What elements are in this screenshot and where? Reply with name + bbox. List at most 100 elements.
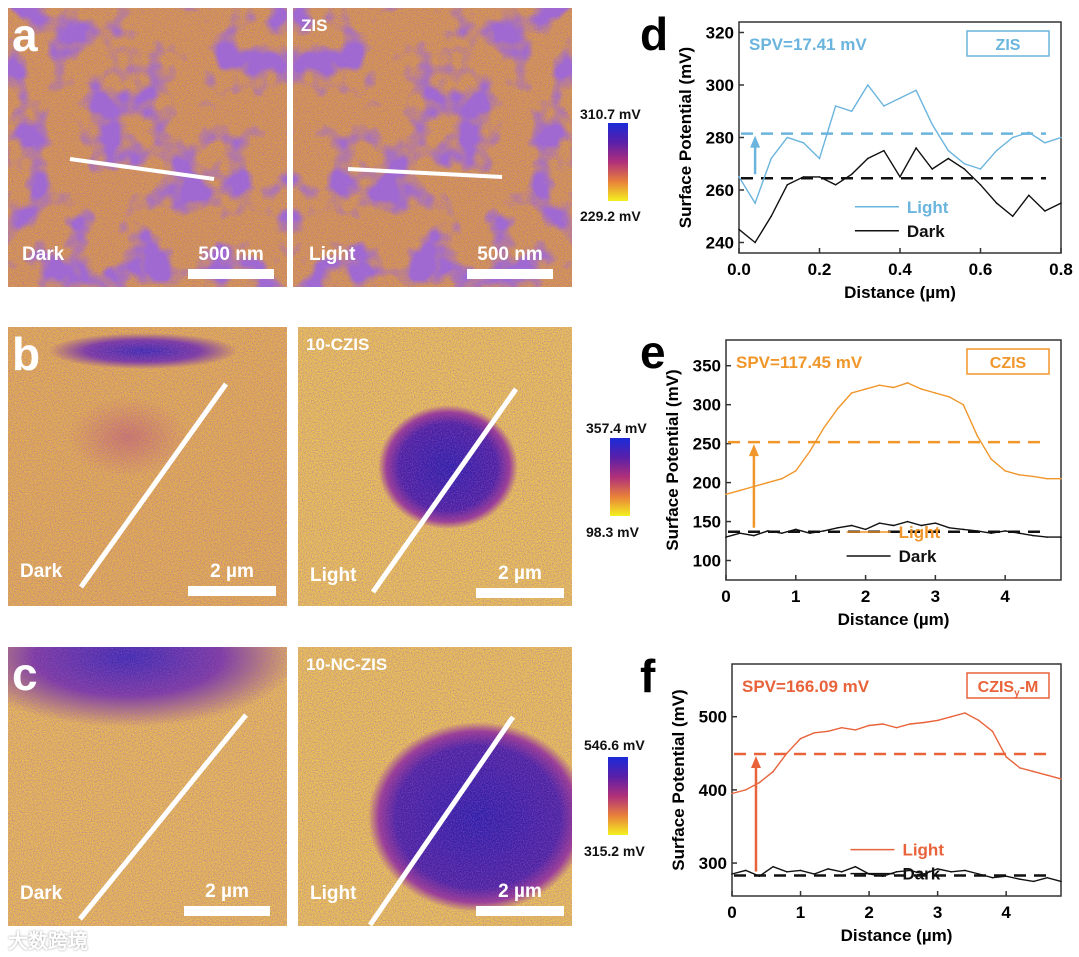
x-tick-label: 2 bbox=[861, 587, 870, 606]
sample-box bbox=[966, 348, 1050, 375]
data-point bbox=[808, 532, 811, 535]
panel-letter: d bbox=[640, 8, 668, 60]
data-point bbox=[995, 149, 998, 152]
data-point bbox=[1060, 136, 1062, 139]
data-point bbox=[822, 427, 825, 429]
data-point bbox=[977, 719, 980, 722]
data-point bbox=[920, 388, 923, 390]
data-point bbox=[1046, 477, 1048, 480]
data-point bbox=[1018, 532, 1020, 535]
x-tick-label: 4 bbox=[1001, 903, 1011, 922]
colorbar-max: 310.7 mV bbox=[580, 106, 641, 122]
x-tick-label: 0.0 bbox=[727, 260, 751, 279]
data-point bbox=[909, 869, 912, 872]
profile-line bbox=[370, 387, 519, 594]
y-axis-label: Surface Potential (mV) bbox=[676, 47, 695, 228]
light-label: Light bbox=[310, 883, 357, 904]
data-point bbox=[923, 721, 925, 724]
data-point bbox=[770, 215, 772, 218]
data-point bbox=[1046, 876, 1049, 879]
watermark-logo: 大数跨境 bbox=[8, 931, 88, 953]
x-tick-label: 0.2 bbox=[808, 260, 832, 279]
data-point bbox=[799, 869, 802, 872]
data-point bbox=[834, 105, 837, 107]
dark-label: Dark bbox=[22, 244, 65, 265]
data-point bbox=[1060, 880, 1062, 883]
data-point bbox=[936, 868, 939, 870]
x-tick-label: 1 bbox=[796, 903, 805, 922]
dark-label: Dark bbox=[20, 883, 63, 904]
data-point bbox=[834, 183, 837, 186]
colorbar-min: 98.3 mV bbox=[586, 524, 639, 540]
x-tick-label: 4 bbox=[1000, 587, 1010, 606]
data-point bbox=[813, 731, 816, 734]
x-tick-label: 0 bbox=[727, 903, 736, 922]
dark-label: Dark bbox=[20, 561, 63, 582]
data-point bbox=[1011, 136, 1014, 139]
data-point bbox=[915, 89, 917, 92]
data-point bbox=[976, 530, 979, 532]
light-label: Light bbox=[310, 565, 357, 586]
data-point bbox=[892, 386, 895, 389]
data-point bbox=[906, 520, 909, 523]
data-point bbox=[1004, 530, 1006, 532]
scale-bar bbox=[467, 269, 553, 279]
x-tick-label: 0 bbox=[721, 587, 730, 606]
legend-label-light: Light bbox=[899, 523, 941, 542]
data-point bbox=[991, 876, 994, 879]
legend-label-light: Light bbox=[907, 198, 949, 217]
data-point bbox=[744, 789, 747, 791]
profile-line bbox=[69, 157, 215, 181]
data-point bbox=[770, 157, 772, 160]
spv-value: SPV=17.41 mV bbox=[749, 35, 867, 54]
scale-bar bbox=[476, 906, 564, 916]
sample-label: 10-CZIS bbox=[306, 335, 370, 354]
data-point bbox=[850, 392, 853, 394]
colorbar-a bbox=[608, 123, 628, 201]
chart-d: d 0.0 0.2 0.4 0.6 0.8 240 260 280 300 320 Distance … bbox=[640, 8, 1073, 302]
chart-e: e 0 1 2 3 4 100 150 200 250 300 350 Distance (µm) Sur… bbox=[640, 326, 1062, 629]
x-tick-label: 0.6 bbox=[969, 260, 993, 279]
data-point bbox=[899, 97, 901, 99]
data-point bbox=[948, 396, 951, 398]
data-point bbox=[802, 176, 805, 178]
y-tick-label: 300 bbox=[699, 854, 727, 873]
data-point bbox=[738, 228, 740, 231]
colorbar-min: 229.2 mV bbox=[580, 208, 641, 224]
x-tick-label: 0.8 bbox=[1049, 260, 1073, 279]
data-point bbox=[1046, 536, 1048, 538]
data-point bbox=[964, 712, 966, 714]
data-point bbox=[758, 875, 761, 878]
chart-f: f 0 1 2 3 4 300 400 500 Distance (µm) Surface Pote… bbox=[640, 650, 1062, 945]
data-point bbox=[725, 536, 727, 538]
data-point bbox=[854, 729, 857, 731]
data-point bbox=[934, 522, 937, 524]
data-point bbox=[950, 871, 953, 873]
data-point bbox=[1032, 770, 1035, 773]
data-point bbox=[781, 532, 783, 535]
data-point bbox=[738, 176, 740, 178]
data-point bbox=[892, 524, 895, 527]
spv-value: SPV=166.09 mV bbox=[742, 677, 870, 696]
y-tick-label: 350 bbox=[693, 357, 721, 376]
data-point bbox=[1060, 477, 1062, 480]
data-point bbox=[923, 873, 925, 875]
profile-line bbox=[78, 713, 248, 921]
data-point bbox=[850, 524, 853, 527]
data-point bbox=[818, 157, 821, 160]
spv-arrow-head bbox=[750, 756, 761, 769]
legend-label-dark: Dark bbox=[899, 547, 937, 566]
colorbar-max: 357.4 mV bbox=[586, 420, 647, 436]
y-tick-label: 300 bbox=[706, 76, 734, 95]
data-point bbox=[867, 84, 869, 86]
data-point bbox=[990, 532, 993, 535]
data-point bbox=[864, 388, 867, 390]
data-point bbox=[731, 792, 733, 795]
data-point bbox=[936, 719, 939, 722]
data-point bbox=[934, 392, 937, 394]
x-tick-label: 2 bbox=[864, 903, 873, 922]
data-point bbox=[739, 532, 741, 535]
data-point bbox=[799, 737, 802, 740]
data-point bbox=[827, 730, 829, 733]
